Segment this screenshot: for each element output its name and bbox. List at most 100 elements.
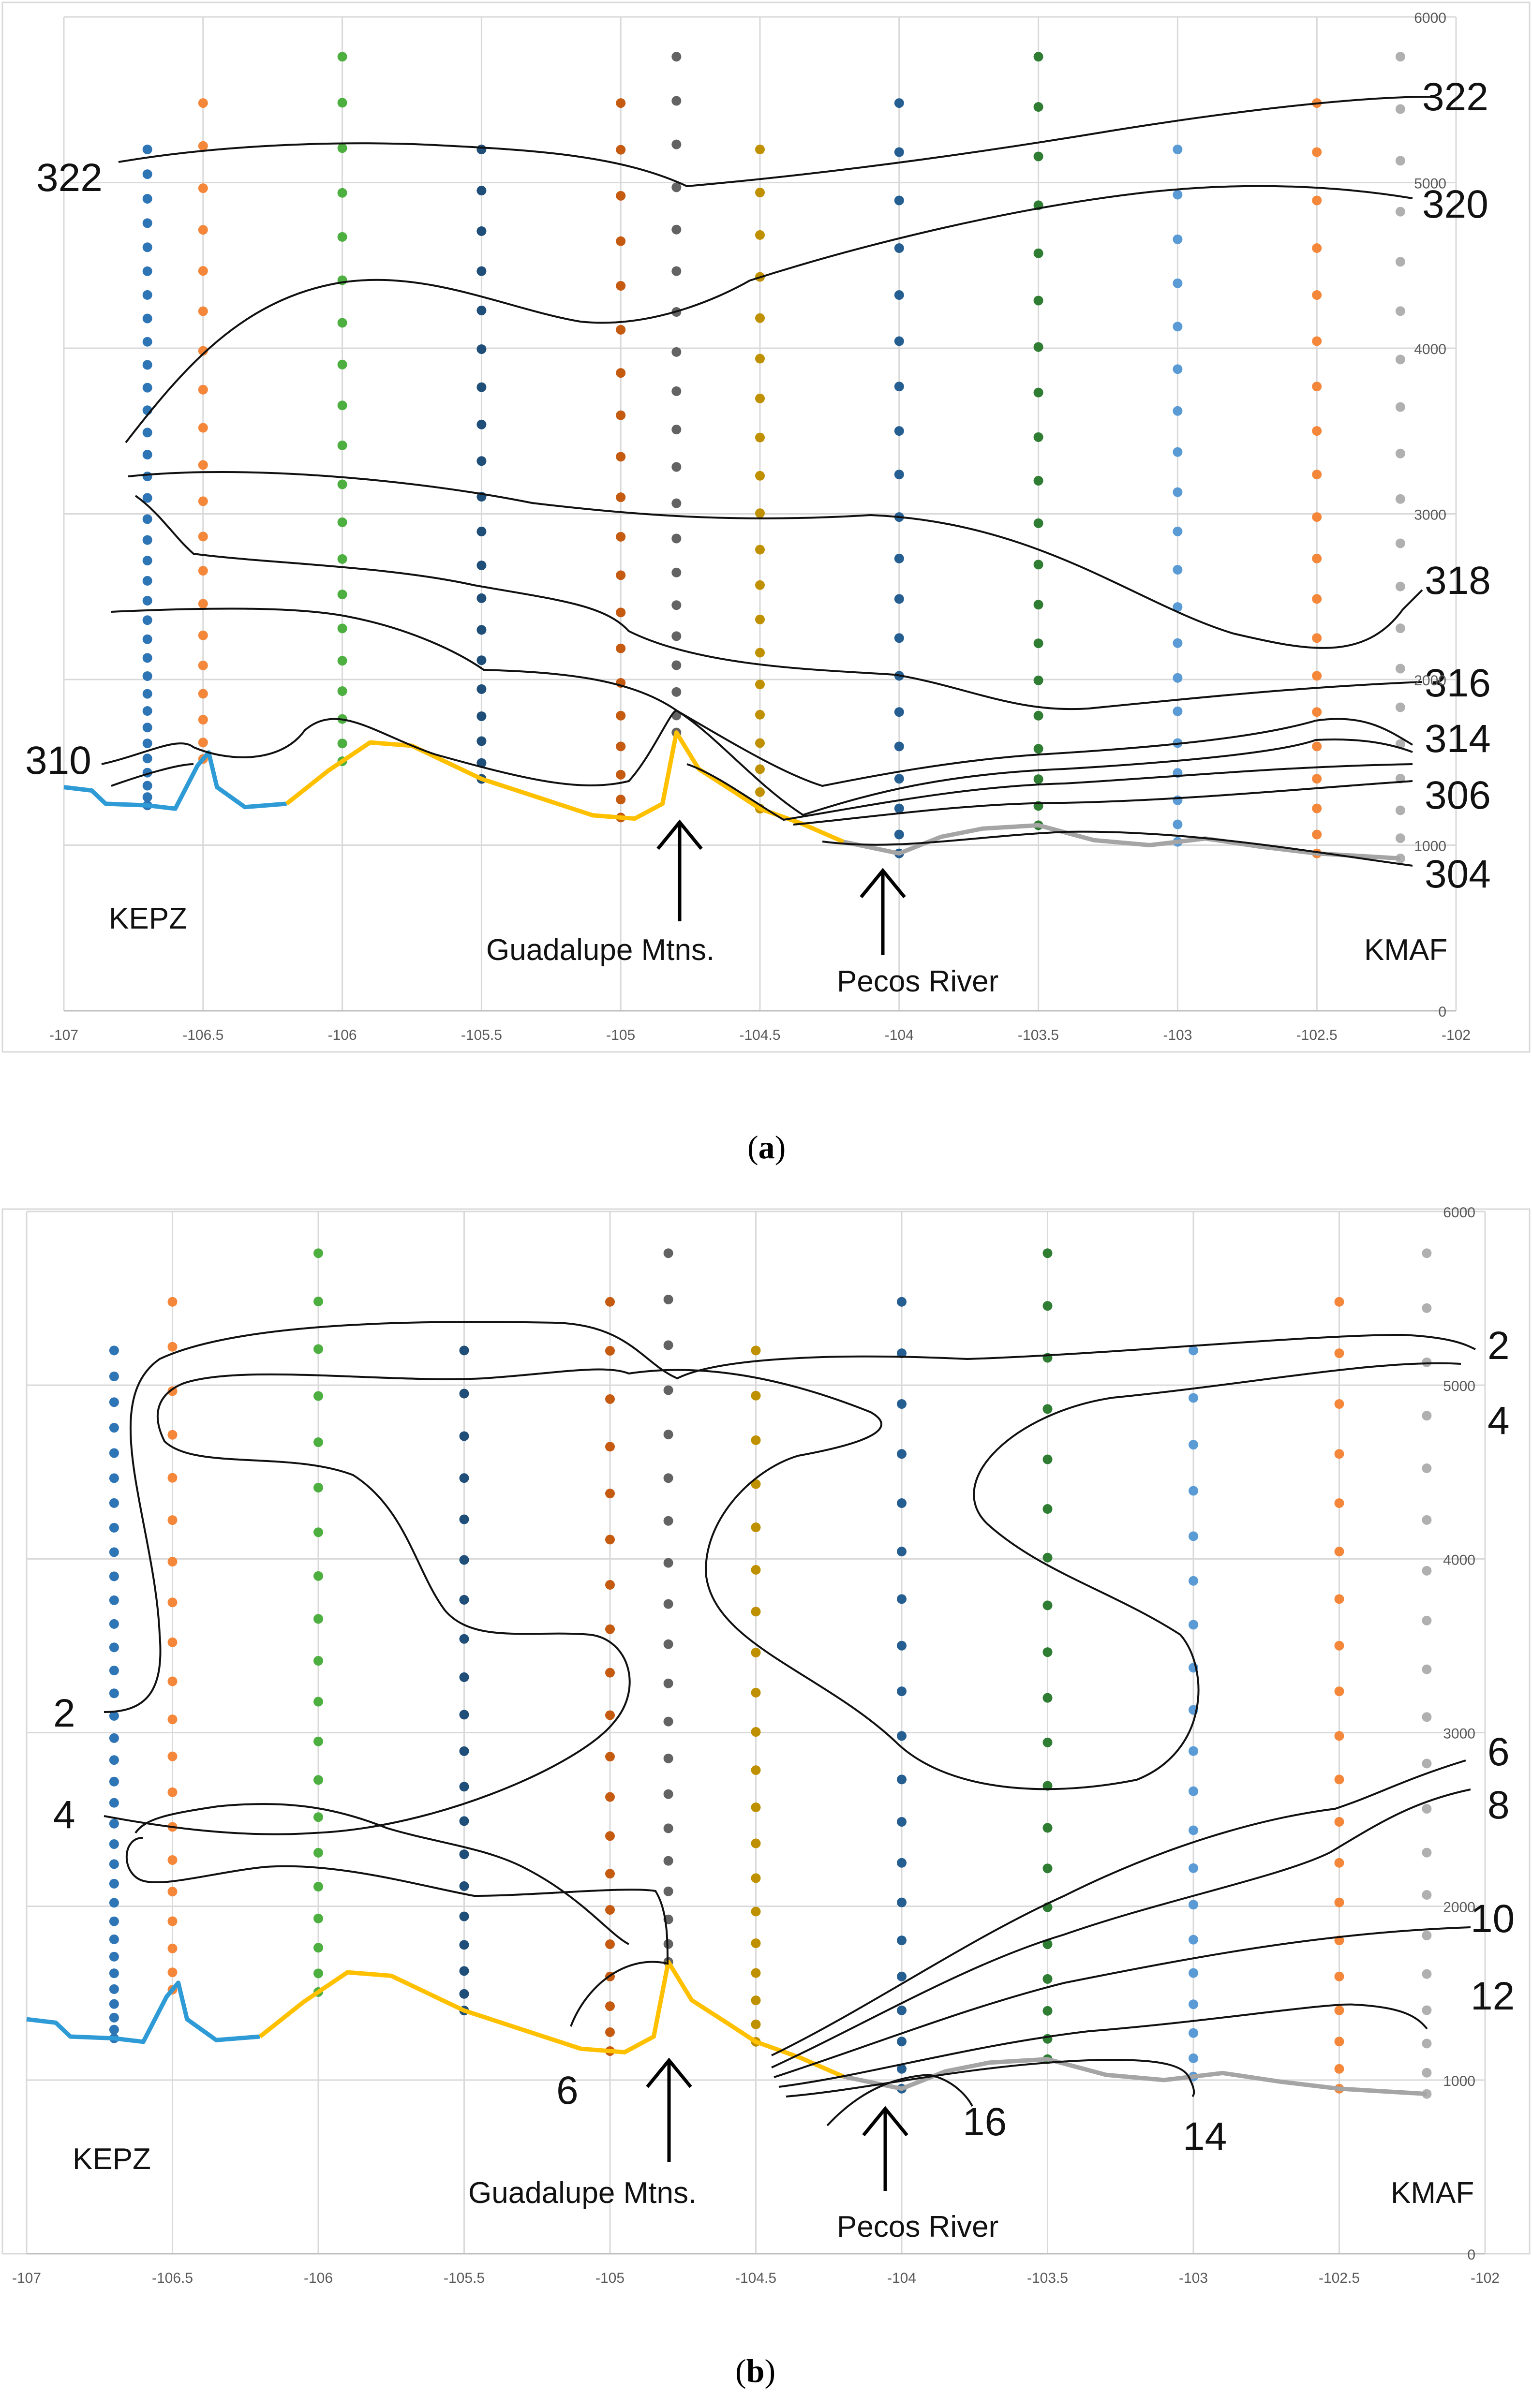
sounding-point: [476, 593, 487, 603]
sounding-point: [894, 426, 904, 436]
sounding-point: [1033, 52, 1043, 62]
sounding-point: [894, 382, 904, 392]
sounding-point: [337, 188, 347, 198]
sounding-point: [605, 1752, 615, 1762]
sounding-point: [109, 1999, 119, 2009]
label-pecos-river: Pecos River: [837, 2210, 998, 2244]
sounding-point: [897, 1817, 907, 1827]
panel-b-x-axis: -107 -106.5 -106 -105.5 -105 -104.5 -104 -103.5…: [12, 2253, 1500, 2286]
sounding-point: [894, 195, 904, 206]
sounding-point: [1422, 1411, 1432, 1421]
sounding-point: [109, 1818, 119, 1829]
sounding-point: [142, 596, 152, 606]
sounding-point: [142, 671, 152, 681]
sounding-point: [167, 1751, 178, 1761]
sounding-point: [897, 2005, 907, 2015]
sounding-point: [142, 535, 152, 545]
sounding-point: [337, 318, 347, 328]
sounding-point: [1334, 1449, 1344, 1459]
panel-a-terrain-profile: [63, 730, 1401, 861]
sounding-point: [142, 634, 152, 644]
contour-14: [786, 2059, 1195, 2098]
sounding-point: [1042, 2006, 1053, 2016]
sounding-point: [142, 313, 152, 324]
x-tick-label: -102: [1442, 1027, 1471, 1043]
sounding-point: [459, 1746, 469, 1756]
sounding-point: [755, 313, 765, 323]
sounding-point: [313, 1697, 323, 1707]
sounding-point: [167, 1473, 178, 1483]
sounding-point: [337, 440, 347, 450]
sounding-point: [337, 656, 347, 666]
sounding-point: [671, 96, 682, 106]
sounding-point: [1334, 1686, 1344, 1697]
sounding-point: [1042, 1737, 1053, 1747]
sounding-point: [337, 400, 347, 411]
sounding-point: [671, 266, 682, 276]
sounding-point: [897, 1971, 907, 1981]
sounding-point: [142, 383, 152, 393]
sounding-point: [1042, 1863, 1053, 1874]
sounding-point: [894, 594, 904, 604]
sounding-point: [142, 576, 152, 586]
station-label-kepz: KEPZ: [109, 902, 187, 935]
sounding-point: [1189, 1900, 1198, 1910]
contour-label-10: 10: [1471, 1897, 1515, 1941]
contour-314: [111, 607, 1413, 787]
sounding-point: [142, 781, 152, 791]
sounding-point: [109, 1733, 119, 1743]
sounding-point: [198, 738, 208, 748]
y-tick-label: 1000: [1443, 2073, 1475, 2089]
sounding-point: [897, 1297, 907, 1307]
sounding-point: [198, 423, 208, 433]
sounding-point: [1033, 432, 1043, 442]
sounding-point: [894, 98, 904, 108]
sounding-point: [897, 1731, 907, 1741]
sounding-point: [1422, 1803, 1432, 1814]
sounding-point: [313, 1812, 323, 1822]
sounding-point: [1033, 710, 1043, 721]
sounding-point: [1312, 512, 1322, 522]
sounding-point: [167, 1597, 178, 1608]
sounding-point: [751, 1906, 761, 1917]
arrow-guadalupe: [656, 819, 703, 921]
sounding-point: [894, 553, 904, 563]
sounding-point: [1422, 1758, 1432, 1769]
sounding-point: [1422, 2039, 1432, 2049]
sounding-point: [1334, 1971, 1344, 1981]
sounding-point: [1042, 1781, 1053, 1791]
sounding-point: [476, 625, 487, 635]
sounding-point: [142, 337, 152, 347]
sounding-point: [1422, 1566, 1432, 1576]
sounding-point: [894, 336, 904, 346]
sounding-point: [1173, 795, 1183, 805]
sounding-point: [142, 514, 152, 524]
sounding-point: [337, 479, 347, 489]
sounding-point: [459, 1966, 469, 1976]
sounding-point: [313, 1656, 323, 1666]
terrain-segment: [26, 1980, 260, 2044]
sounding-point: [894, 741, 904, 752]
sounding-point: [1395, 623, 1405, 634]
sounding-point: [198, 183, 208, 193]
sounding-point: [1189, 1786, 1198, 1796]
sounding-point: [663, 1430, 673, 1440]
sounding-point: [671, 347, 682, 357]
y-tick-label: 4000: [1443, 1552, 1475, 1568]
sounding-point: [605, 2027, 615, 2037]
sounding-point: [671, 687, 682, 697]
sounding-point: [1189, 1531, 1198, 1541]
sounding-point: [1422, 1303, 1432, 1313]
sounding-point: [167, 1342, 178, 1352]
sounding-point: [663, 1789, 673, 1799]
contour-label-6-left: 6: [556, 2068, 579, 2113]
sounding-point: [897, 1348, 907, 1359]
sounding-point: [1312, 147, 1322, 157]
station-label-kmaf: KMAF: [1391, 2176, 1474, 2210]
sounding-point: [1042, 1939, 1053, 1950]
sounding-point: [313, 1968, 323, 1979]
sounding-point: [663, 1639, 673, 1649]
sounding-point: [337, 590, 347, 600]
contour-label-316: 316: [1425, 661, 1491, 705]
sounding-point: [671, 660, 682, 670]
